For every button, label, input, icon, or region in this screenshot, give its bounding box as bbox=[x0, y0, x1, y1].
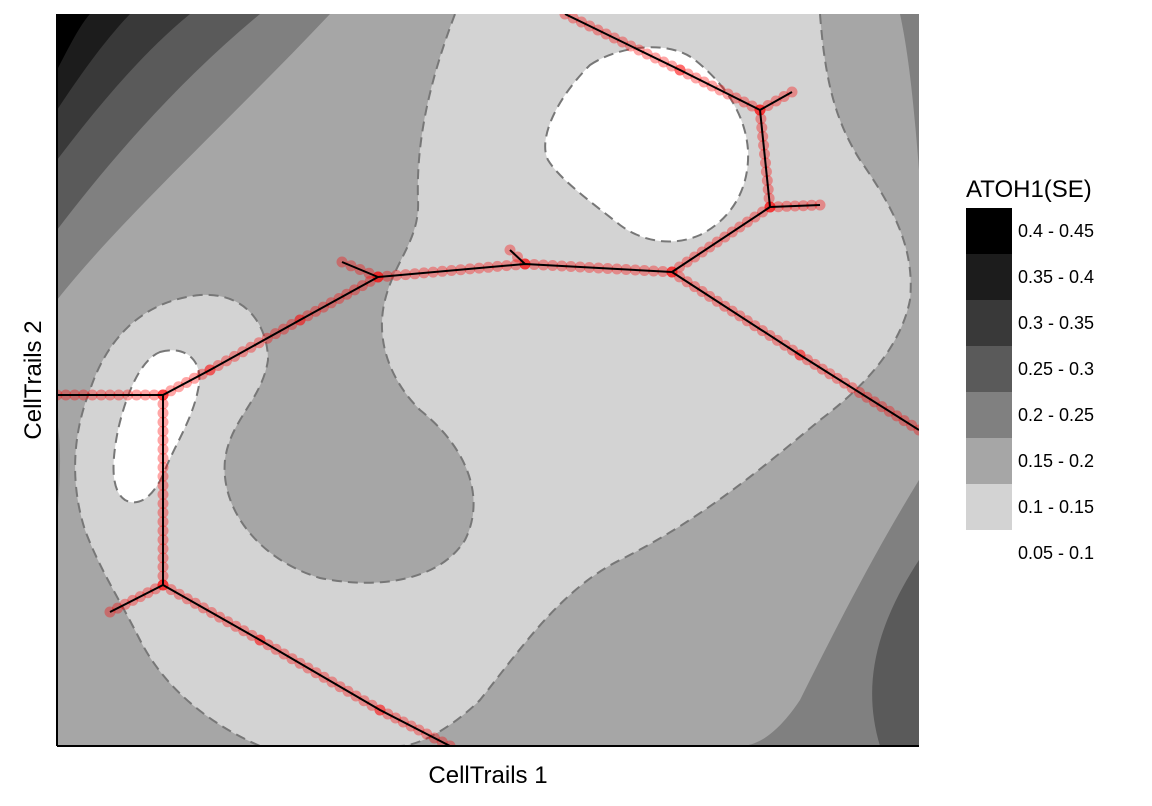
legend-entry: 0.05 - 0.1 bbox=[966, 530, 1094, 576]
legend-swatch bbox=[966, 254, 1012, 300]
legend: ATOH1(SE) 0.4 - 0.45 0.35 - 0.4 0.3 - 0.… bbox=[966, 176, 1094, 576]
legend-label: 0.1 - 0.15 bbox=[1018, 496, 1095, 517]
contour-line-left-white bbox=[112, 349, 201, 504]
legend-label: 0.4 - 0.45 bbox=[1018, 220, 1095, 241]
legend-entry: 0.1 - 0.15 bbox=[966, 484, 1094, 530]
legend-label: 0.05 - 0.1 bbox=[1018, 542, 1095, 563]
legend-swatch bbox=[966, 484, 1012, 530]
trajectory-branch bbox=[509, 249, 526, 265]
contour-plot bbox=[56, 14, 919, 747]
trajectory bbox=[57, 14, 919, 746]
legend-entry: 0.15 - 0.2 bbox=[966, 438, 1094, 484]
legend-swatch bbox=[966, 208, 1012, 254]
legend-entry: 0.25 - 0.3 bbox=[966, 346, 1094, 392]
trajectory-branch bbox=[341, 261, 379, 278]
legend-entry: 0.4 - 0.45 bbox=[966, 208, 1094, 254]
band-0.05-0.1-upper bbox=[545, 47, 749, 242]
contour-line-main-right bbox=[399, 14, 912, 746]
legend-entry: 0.35 - 0.4 bbox=[966, 254, 1094, 300]
contour-bands bbox=[57, 14, 919, 746]
legend-swatch bbox=[966, 300, 1012, 346]
trajectory-branch bbox=[759, 91, 793, 111]
legend-swatch bbox=[966, 392, 1012, 438]
legend-swatch bbox=[966, 530, 1012, 576]
legend-label: 0.15 - 0.2 bbox=[1018, 450, 1095, 471]
legend-entry: 0.3 - 0.35 bbox=[966, 300, 1094, 346]
legend-swatch bbox=[966, 346, 1012, 392]
legend-label: 0.2 - 0.25 bbox=[1018, 404, 1095, 425]
trajectory-branch bbox=[759, 109, 771, 208]
contour-line-main bbox=[74, 14, 475, 746]
legend-title: ATOH1(SE) bbox=[966, 176, 1092, 203]
trajectory-branch bbox=[162, 276, 379, 396]
contour-lines bbox=[74, 14, 912, 746]
trajectory-branch bbox=[564, 14, 761, 111]
legend-swatch bbox=[966, 438, 1012, 484]
trajectory-branch bbox=[769, 204, 821, 208]
trajectory-branch bbox=[671, 206, 771, 273]
trajectory-branch bbox=[162, 584, 451, 746]
legend-entries: 0.4 - 0.45 0.35 - 0.4 0.3 - 0.35 0.25 - … bbox=[966, 208, 1094, 576]
legend-label: 0.35 - 0.4 bbox=[1018, 266, 1095, 287]
y-axis-title: CellTrails 2 bbox=[20, 320, 47, 440]
legend-entry: 0.2 - 0.25 bbox=[966, 392, 1094, 438]
trajectory-branch bbox=[671, 271, 919, 431]
band-0.15-0.2-lobe bbox=[224, 300, 474, 583]
legend-label: 0.3 - 0.35 bbox=[1018, 312, 1095, 333]
legend-label: 0.25 - 0.3 bbox=[1018, 358, 1095, 379]
trajectory-branch bbox=[109, 584, 164, 613]
band-0.05-0.1-left bbox=[113, 350, 200, 503]
trajectory-tree bbox=[57, 14, 919, 746]
contour-line-upper-white bbox=[544, 46, 750, 243]
x-axis-title: CellTrails 1 bbox=[428, 762, 548, 789]
